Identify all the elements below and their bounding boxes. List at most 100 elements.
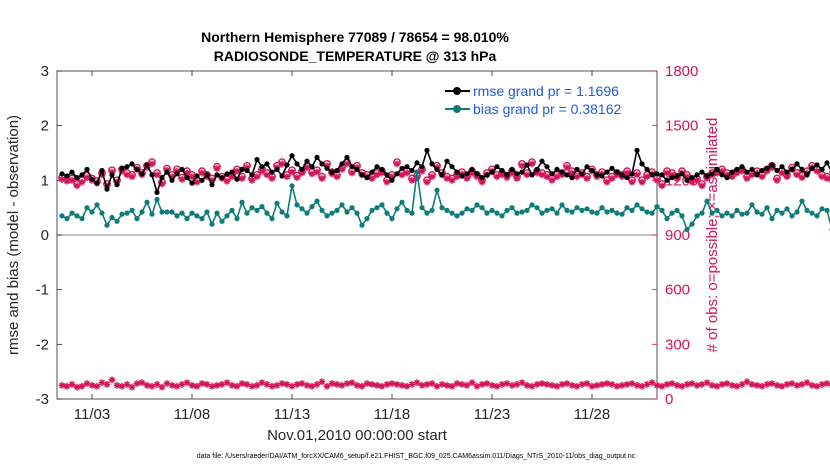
obs-low-point	[578, 381, 586, 388]
obs-low-point	[243, 381, 251, 388]
obs-assimilated-point	[498, 171, 506, 179]
bias-point	[349, 205, 355, 211]
obs-low-point	[528, 382, 536, 390]
bias-point	[774, 207, 780, 213]
obs-low-point	[223, 379, 231, 386]
obs-low-point	[68, 381, 76, 388]
rmse-point	[784, 169, 790, 175]
obs-assimilated-point	[518, 162, 526, 170]
bias-point	[514, 210, 520, 216]
rmse-point	[709, 171, 715, 177]
rmse-point	[549, 171, 555, 177]
rmse-point	[469, 166, 475, 172]
obs-assimilated-point	[198, 169, 206, 177]
obs-possible-point	[423, 176, 431, 185]
bias-point	[784, 206, 790, 212]
rmse-point	[374, 164, 380, 170]
bias-point	[459, 210, 465, 216]
x-tick-label: 11/23	[474, 406, 510, 423]
rmse-point	[809, 165, 815, 171]
bias-point	[174, 213, 180, 219]
rmse-point	[499, 167, 505, 174]
bias-point	[684, 226, 690, 233]
obs-low-point	[148, 382, 156, 390]
rmse-point	[714, 166, 720, 172]
obs-low-point	[268, 382, 276, 390]
obs-assimilated-point	[168, 173, 176, 181]
obs-low-point	[808, 381, 816, 389]
obs-low-point	[518, 379, 526, 386]
rmse-point	[314, 154, 320, 160]
bias-point	[184, 216, 190, 222]
obs-low-point	[558, 381, 566, 388]
rmse-point	[739, 164, 745, 170]
rmse-point	[134, 166, 140, 172]
obs-low-point	[608, 381, 616, 388]
bias-point	[464, 206, 470, 212]
left-tick-label: 2	[41, 118, 49, 135]
obs-low-point	[543, 381, 551, 388]
obs-assimilated-point	[688, 178, 696, 186]
rmse-point	[164, 169, 170, 175]
obs-low-point	[218, 381, 226, 388]
obs-low-point	[173, 382, 181, 390]
obs-assimilated-point	[108, 168, 116, 176]
obs-low-point	[718, 381, 726, 388]
rmse-point	[724, 175, 730, 181]
rmse-point	[544, 164, 550, 170]
obs-assimilated-point	[728, 173, 736, 181]
obs-low-point	[508, 381, 516, 389]
rmse-point	[144, 162, 150, 168]
bias-point	[294, 202, 300, 208]
obs-low-point	[463, 381, 471, 389]
obs-possible-point	[318, 172, 326, 181]
rmse-point	[229, 169, 235, 175]
obs-assimilated-point	[773, 176, 781, 184]
x-axis-label: Nov.01,2010 00:00:00 start	[267, 427, 448, 444]
rmse-point	[579, 171, 585, 177]
obs-assimilated-point	[98, 171, 106, 179]
obs-low-point	[728, 381, 736, 389]
rmse-point	[414, 160, 420, 166]
bias-point	[734, 207, 740, 213]
bias-point	[304, 210, 310, 216]
obs-assimilated-point	[623, 169, 631, 177]
bias-point	[484, 210, 490, 216]
obs-low-point	[438, 381, 446, 388]
obs-assimilated-point	[718, 167, 726, 175]
rmse-point	[479, 175, 485, 181]
obs-possible-point	[623, 167, 631, 176]
rmse-point	[619, 172, 625, 178]
obs-low-point	[323, 382, 331, 390]
bias-point	[754, 209, 760, 215]
obs-assimilated-point	[213, 165, 221, 172]
bias-point	[189, 210, 195, 216]
rmse-point	[129, 161, 135, 167]
bias-point	[489, 207, 495, 213]
obs-assimilated-point	[383, 178, 391, 186]
bias-point	[674, 207, 680, 213]
y-axis-left-label: rmse and bias (model - observation)	[5, 115, 22, 355]
bias-point	[99, 210, 105, 216]
obs-assimilated-point	[738, 167, 746, 175]
obs-low-point	[208, 382, 216, 390]
rmse-point	[179, 166, 185, 172]
obs-possible-point	[73, 180, 81, 188]
rmse-point	[114, 182, 120, 188]
rmse-point	[74, 175, 80, 181]
obs-low-point	[648, 379, 656, 386]
obs-assimilated-point	[818, 173, 826, 181]
bias-point	[109, 214, 115, 221]
obs-assimilated-point	[83, 174, 91, 181]
bias-point	[139, 209, 145, 215]
bias-point	[149, 211, 155, 217]
bias-point	[424, 210, 430, 216]
obs-low-point	[83, 380, 91, 387]
obs-low-point	[523, 381, 531, 389]
bias-point	[394, 206, 400, 212]
obs-assimilated-point	[193, 178, 201, 186]
obs-low-point	[108, 376, 116, 384]
obs-low-point	[363, 380, 371, 387]
rmse-point	[184, 175, 190, 181]
rmse-point	[634, 147, 640, 153]
